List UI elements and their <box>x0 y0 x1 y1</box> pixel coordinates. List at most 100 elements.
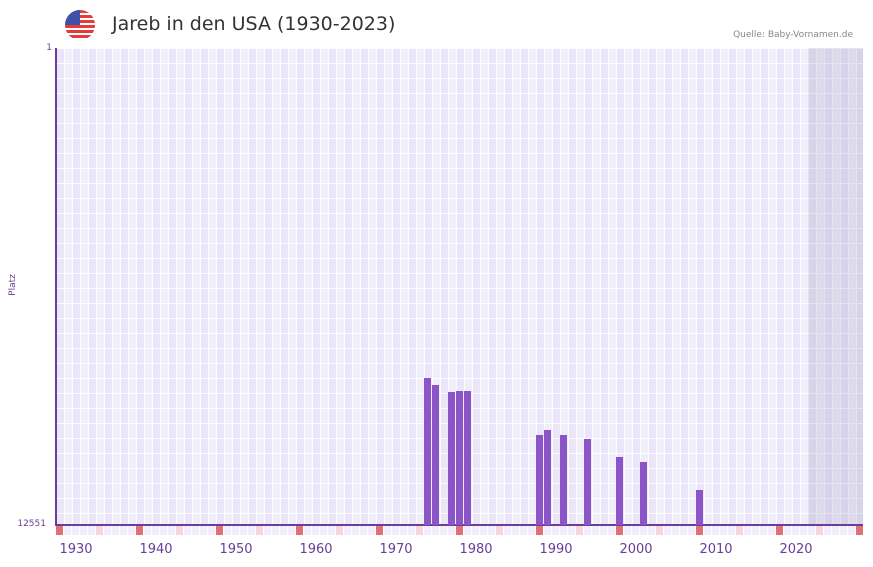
bar-2001[interactable] <box>640 461 647 525</box>
year-marker <box>128 526 135 535</box>
x-tick-1980: 1980 <box>459 542 493 557</box>
year-marker <box>728 526 735 535</box>
year-marker <box>448 526 455 535</box>
year-marker <box>672 526 679 535</box>
year-marker <box>272 526 279 535</box>
year-marker <box>64 526 71 535</box>
year-marker <box>568 526 575 535</box>
year-marker <box>744 526 751 535</box>
year-marker <box>488 526 495 535</box>
year-marker <box>656 526 663 535</box>
year-marker <box>712 526 719 535</box>
year-marker <box>504 526 511 535</box>
year-marker <box>352 526 359 535</box>
year-marker <box>112 526 119 535</box>
year-marker <box>520 526 527 535</box>
year-marker <box>88 526 95 535</box>
year-marker <box>248 526 255 535</box>
bar-1991[interactable] <box>560 434 567 525</box>
year-marker <box>232 526 239 535</box>
x-tick-2020: 2020 <box>779 542 813 557</box>
bar-1979[interactable] <box>464 390 471 525</box>
year-marker <box>544 526 551 535</box>
year-marker <box>456 526 463 535</box>
x-tick-2010: 2010 <box>699 542 733 557</box>
year-marker <box>640 526 647 535</box>
year-marker <box>680 526 687 535</box>
year-marker <box>776 526 783 535</box>
future-shaded-region <box>808 48 863 525</box>
year-marker <box>408 526 415 535</box>
bar-1975[interactable] <box>432 385 439 525</box>
year-marker <box>800 526 807 535</box>
year-marker <box>184 526 191 535</box>
bar-1994[interactable] <box>584 438 591 525</box>
year-marker <box>480 526 487 535</box>
year-marker <box>344 526 351 535</box>
chart-title: Jareb in den USA (1930-2023) <box>112 13 396 35</box>
year-marker <box>792 526 799 535</box>
year-marker <box>384 526 391 535</box>
year-marker <box>416 526 423 535</box>
year-marker <box>96 526 103 535</box>
year-marker <box>848 526 855 535</box>
year-marker <box>688 526 695 535</box>
year-marker <box>144 526 151 535</box>
year-marker <box>720 526 727 535</box>
bar-1974[interactable] <box>424 377 431 525</box>
year-marker <box>208 526 215 535</box>
year-marker <box>592 526 599 535</box>
year-marker <box>632 526 639 535</box>
year-marker <box>80 526 87 535</box>
year-marker <box>240 526 247 535</box>
us-flag-icon <box>65 10 95 40</box>
year-marker <box>376 526 383 535</box>
year-marker <box>312 526 319 535</box>
bar-1989[interactable] <box>544 430 551 525</box>
bar-2008[interactable] <box>696 489 703 525</box>
year-marker <box>824 526 831 535</box>
year-marker <box>136 526 143 535</box>
year-marker <box>256 526 263 535</box>
year-marker <box>360 526 367 535</box>
year-marker <box>624 526 631 535</box>
year-marker <box>152 526 159 535</box>
year-marker <box>496 526 503 535</box>
year-marker <box>552 526 559 535</box>
year-marker <box>280 526 287 535</box>
year-marker <box>648 526 655 535</box>
bar-1978[interactable] <box>456 390 463 525</box>
year-marker <box>192 526 199 535</box>
year-marker <box>472 526 479 535</box>
year-marker <box>704 526 711 535</box>
year-marker <box>392 526 399 535</box>
year-marker <box>432 526 439 535</box>
year-marker <box>560 526 567 535</box>
bar-1988[interactable] <box>536 434 543 525</box>
x-tick-1970: 1970 <box>379 542 413 557</box>
y-axis <box>55 48 57 525</box>
year-marker <box>768 526 775 535</box>
year-marker <box>576 526 583 535</box>
year-marker <box>536 526 543 535</box>
year-marker <box>664 526 671 535</box>
year-marker <box>464 526 471 535</box>
y-tick-bottom: 12551 <box>17 519 46 529</box>
year-marker <box>224 526 231 535</box>
y-tick-top: 1 <box>46 43 52 53</box>
plot-area <box>56 48 863 525</box>
year-marker <box>528 526 535 535</box>
year-marker <box>216 526 223 535</box>
year-marker <box>616 526 623 535</box>
year-marker <box>584 526 591 535</box>
year-marker <box>160 526 167 535</box>
bar-1998[interactable] <box>616 457 623 525</box>
year-marker <box>736 526 743 535</box>
year-marker <box>760 526 767 535</box>
year-marker <box>600 526 607 535</box>
year-marker <box>328 526 335 535</box>
year-marker <box>856 526 863 535</box>
bar-1977[interactable] <box>448 392 455 525</box>
year-marker <box>440 526 447 535</box>
year-marker <box>368 526 375 535</box>
